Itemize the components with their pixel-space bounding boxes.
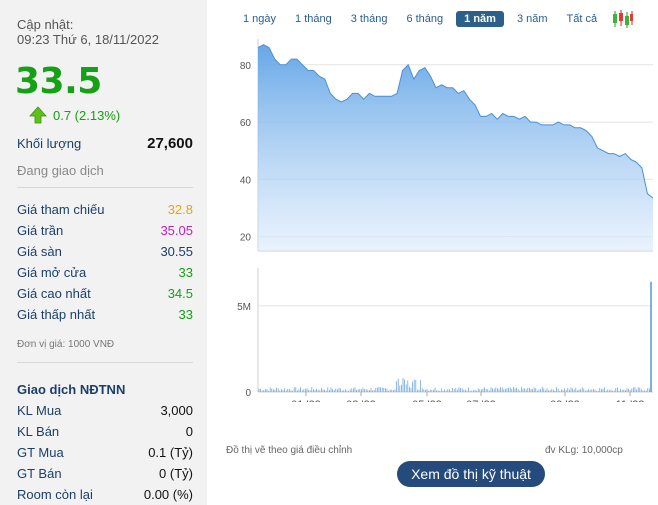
reference-value: 33 — [178, 264, 193, 280]
period-tabs: 1 ngày 1 tháng 3 tháng 6 tháng 1 năm 3 năm Tất… — [237, 9, 634, 29]
current-price: 33.5 — [15, 61, 102, 102]
tab-5[interactable]: 3 năm — [516, 13, 548, 25]
price-change: 0.7 (2.13%) — [53, 107, 121, 123]
reference-row: Giá sàn 30.55 — [17, 241, 193, 261]
reference-row: Giá trần 35.05 — [17, 220, 193, 240]
divider — [17, 362, 193, 363]
volume-tick-label: 0 — [245, 388, 251, 399]
candlestick-icon[interactable] — [612, 9, 634, 29]
x-tick-label: 11 '22 — [616, 399, 645, 402]
foreign-value: 3,000 — [160, 402, 193, 418]
tab-3[interactable]: 6 tháng — [406, 13, 444, 25]
volume-value: 27,600 — [147, 134, 193, 152]
stock-summary-panel: Cập nhật: 09:23 Thứ 6, 18/11/2022 33.5 0… — [0, 0, 207, 505]
volume-label: Khối lượng — [17, 135, 82, 151]
price-tick-label: 20 — [240, 233, 252, 244]
reference-row: Giá tham chiếu 32.8 — [17, 199, 193, 219]
tab-4[interactable]: 1 năm — [456, 11, 504, 27]
tab-2[interactable]: 3 tháng — [350, 13, 388, 25]
tab-6[interactable]: Tất cả — [566, 13, 598, 25]
foreign-title: Giao dịch NĐTNN — [17, 379, 193, 399]
foreign-title-text: Giao dịch NĐTNN — [17, 381, 126, 397]
x-tick-label: 03 '22 — [346, 399, 376, 402]
unit-note: Đơn vị giá: 1000 VNĐ — [17, 334, 193, 354]
reference-label: Giá thấp nhất — [17, 306, 96, 322]
volume-tick-label: 5M — [237, 302, 251, 313]
adjusted-note: Đồ thị vẽ theo giá điều chỉnh — [226, 445, 353, 456]
trading-status-text: Đang giao dịch — [17, 162, 104, 178]
update-datetime: 09:23 Thứ 6, 18/11/2022 — [17, 32, 159, 47]
x-tick-label: 07 '22 — [466, 399, 496, 402]
foreign-row: Room còn lại 0.00 (%) — [17, 484, 193, 504]
trading-status: Đang giao dịch — [17, 160, 193, 180]
reference-value: 33 — [178, 306, 193, 322]
price-line — [257, 44, 654, 199]
price-tick-label: 60 — [240, 118, 252, 129]
technical-chart-button[interactable]: Xem đồ thị kỹ thuật — [397, 461, 545, 487]
foreign-label: KL Mua — [17, 402, 62, 418]
foreign-row: KL Bán 0 — [17, 421, 193, 441]
foreign-value: 0 (Tỷ) — [159, 465, 193, 481]
foreign-label: Room còn lại — [17, 486, 93, 502]
reference-value: 32.8 — [167, 201, 193, 217]
reference-label: Giá tham chiếu — [17, 201, 105, 217]
reference-label: Giá sàn — [17, 243, 62, 259]
reference-label: Giá cao nhất — [17, 285, 91, 301]
reference-value: 35.05 — [160, 222, 193, 238]
price-tick-label: 80 — [240, 61, 252, 72]
reference-row: Giá thấp nhất 33 — [17, 304, 193, 324]
price-tick-label: 40 — [240, 175, 252, 186]
x-tick-label: 01 '22 — [291, 399, 321, 402]
foreign-label: KL Bán — [17, 423, 60, 439]
foreign-label: GT Bán — [17, 465, 62, 481]
tab-1[interactable]: 1 tháng — [295, 13, 332, 25]
reference-value: 30.55 — [160, 243, 193, 259]
unit-note-text: Đơn vị giá: 1000 VNĐ — [17, 338, 115, 350]
reference-label: Giá mở cửa — [17, 264, 87, 280]
x-tick-label: 05 '22 — [412, 399, 442, 402]
price-area — [258, 44, 653, 252]
foreign-value: 0 — [185, 423, 193, 439]
volume-row: Khối lượng 27,600 — [17, 133, 193, 153]
tab-0[interactable]: 1 ngày — [243, 13, 277, 25]
reference-row: Giá cao nhất 34.5 — [17, 283, 193, 303]
price-volume-chart: 20 40 60 80 0 5M 01 '22 03 '22 05 '22 07 '22 09 '2… — [237, 39, 654, 402]
foreign-row: KL Mua 3,000 — [17, 400, 193, 420]
x-tick-label: 09 '22 — [550, 399, 580, 402]
foreign-row: GT Mua 0.1 (Tỷ) — [17, 442, 193, 462]
up-arrow-icon — [29, 106, 47, 124]
foreign-value: 0.1 (Tỷ) — [148, 444, 193, 460]
foreign-label: GT Mua — [17, 444, 64, 460]
volume-unit-note: đv KLg: 10,000cp — [545, 445, 623, 456]
update-label: Cập nhật: — [17, 17, 74, 32]
reference-label: Giá trần — [17, 222, 64, 238]
foreign-row: GT Bán 0 (Tỷ) — [17, 463, 193, 483]
price-change-row: 0.7 (2.13%) — [29, 106, 120, 124]
reference-value: 34.5 — [167, 285, 193, 301]
foreign-value: 0.00 (%) — [143, 486, 193, 502]
reference-row: Giá mở cửa 33 — [17, 262, 193, 282]
divider — [17, 187, 193, 188]
